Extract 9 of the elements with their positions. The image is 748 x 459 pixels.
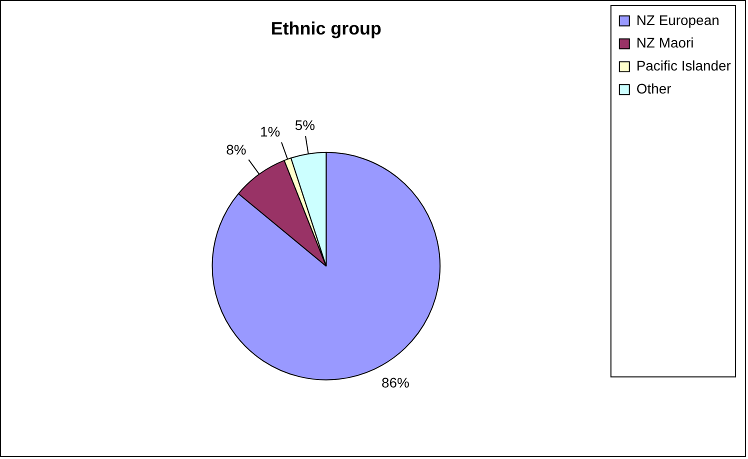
legend-label: NZ Maori: [636, 34, 694, 51]
data-label: 1%: [260, 123, 280, 140]
data-label: 5%: [294, 117, 315, 134]
data-label: 86%: [381, 374, 410, 390]
data-label: 8%: [226, 141, 246, 158]
legend-label: Pacific Islander: [636, 58, 732, 74]
legend-label: NZ European: [636, 12, 720, 28]
legend-label: Other: [636, 80, 672, 96]
text: Ethnic group: [270, 18, 382, 39]
